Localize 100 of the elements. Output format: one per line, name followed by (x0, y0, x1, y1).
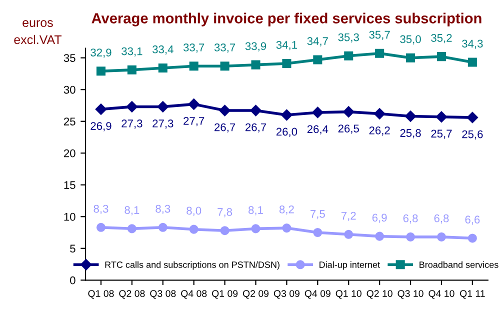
data-label: 27,3 (122, 120, 142, 129)
point (220, 226, 230, 236)
data-label: 27,7 (184, 116, 204, 126)
data-label: 25,7 (431, 130, 452, 139)
data-label: 8,3 (94, 204, 108, 214)
point (189, 62, 198, 71)
point (250, 104, 262, 116)
point (375, 232, 384, 241)
point (375, 48, 384, 58)
y-tick-label: 20 (64, 149, 76, 158)
x-tick-label: Q2 08 (119, 290, 145, 299)
point (282, 59, 292, 68)
point (468, 234, 477, 243)
point (436, 111, 448, 123)
data-label: 35,0 (400, 35, 421, 44)
x-tick-label: Q1 09 (212, 290, 238, 299)
y-tick-label: 15 (64, 181, 76, 189)
y-tick-label: 30 (64, 86, 76, 94)
data-label: 7,2 (341, 212, 356, 222)
x-tick-label: Q2 10 (366, 290, 392, 299)
point (436, 52, 446, 62)
data-label: 8,0 (186, 206, 202, 216)
point (281, 109, 292, 121)
data-label: 26,7 (214, 123, 236, 133)
data-label: 33,7 (183, 44, 204, 53)
point (466, 112, 478, 124)
data-label: 33,4 (152, 45, 174, 55)
point (312, 106, 324, 118)
data-label: 25,8 (400, 129, 421, 138)
x-tick-label: Q3 10 (398, 290, 424, 299)
x-tick-label: Q3 08 (150, 290, 176, 299)
data-label: 7,5 (310, 210, 325, 220)
point (219, 104, 230, 116)
data-label: 6,8 (403, 214, 418, 224)
point (157, 101, 168, 112)
point (406, 53, 416, 62)
y-tick-label: 25 (64, 118, 76, 126)
data-label: 26,0 (276, 128, 298, 137)
point (158, 63, 168, 73)
x-tick-label: Q1 10 (336, 290, 362, 299)
data-label: 32,9 (90, 48, 112, 58)
point (158, 222, 168, 232)
point (313, 55, 322, 64)
data-label: 26,4 (307, 125, 328, 134)
point (468, 58, 477, 67)
x-tick-label: Q1 11 (460, 290, 485, 299)
data-label: 33,9 (245, 42, 266, 52)
x-tick-label: Q4 08 (181, 290, 207, 299)
x-tick-label: Q1 08 (88, 290, 114, 299)
x-tick-label: Q4 10 (428, 290, 454, 299)
point (404, 110, 416, 122)
data-label: 34,1 (276, 40, 297, 50)
point (220, 62, 230, 71)
data-label: 6,9 (372, 214, 387, 223)
data-label: 34,7 (307, 37, 328, 46)
data-label: 34,3 (462, 40, 483, 49)
data-label: 26,9 (90, 122, 112, 132)
data-label: 8,2 (279, 205, 294, 215)
point (251, 224, 260, 234)
point (343, 106, 354, 118)
data-label: 25,6 (462, 130, 483, 140)
data-label: 8,1 (124, 206, 140, 216)
y-tick-label: 35 (64, 54, 76, 62)
y-tick-label: 5 (70, 244, 76, 253)
data-label: 8,3 (156, 204, 170, 214)
point (188, 98, 200, 110)
data-label: 26,2 (369, 126, 390, 136)
data-label: 7,8 (218, 208, 232, 218)
legend-label: Dial-up internet (320, 261, 380, 270)
point (189, 224, 198, 234)
y-tick-label: 10 (64, 212, 76, 221)
data-label: 6,8 (434, 214, 449, 224)
data-label: 26,7 (246, 123, 266, 133)
data-label: 35,7 (369, 30, 390, 40)
x-tick-label: Q2 09 (242, 290, 269, 299)
point (127, 224, 136, 234)
x-tick-label: Q4 09 (304, 290, 330, 299)
data-label: 35,3 (338, 33, 359, 43)
data-label: 8,1 (248, 206, 263, 216)
y-axis-title: euros excl.VAT (14, 20, 62, 44)
point (126, 101, 138, 112)
point (313, 228, 322, 238)
legend-label: RTC calls and subscriptions on PSTN/DSN) (105, 261, 280, 270)
data-label: 6,6 (465, 216, 480, 225)
point (96, 66, 106, 76)
point (96, 222, 106, 232)
data-label: 33,7 (214, 44, 236, 53)
chart-title: Average monthly invoice per fixed services subscription (92, 12, 482, 26)
point (251, 60, 260, 70)
data-label: 35,2 (431, 34, 452, 44)
data-label: 27,3 (152, 120, 174, 129)
point (406, 232, 416, 242)
point (344, 51, 354, 60)
data-label: 26,5 (338, 124, 359, 134)
point (344, 230, 354, 239)
y-tick-label: 0 (70, 276, 76, 284)
point (436, 232, 446, 242)
point (374, 108, 386, 120)
point (95, 104, 107, 115)
legend-label: Broadband services (420, 261, 498, 268)
